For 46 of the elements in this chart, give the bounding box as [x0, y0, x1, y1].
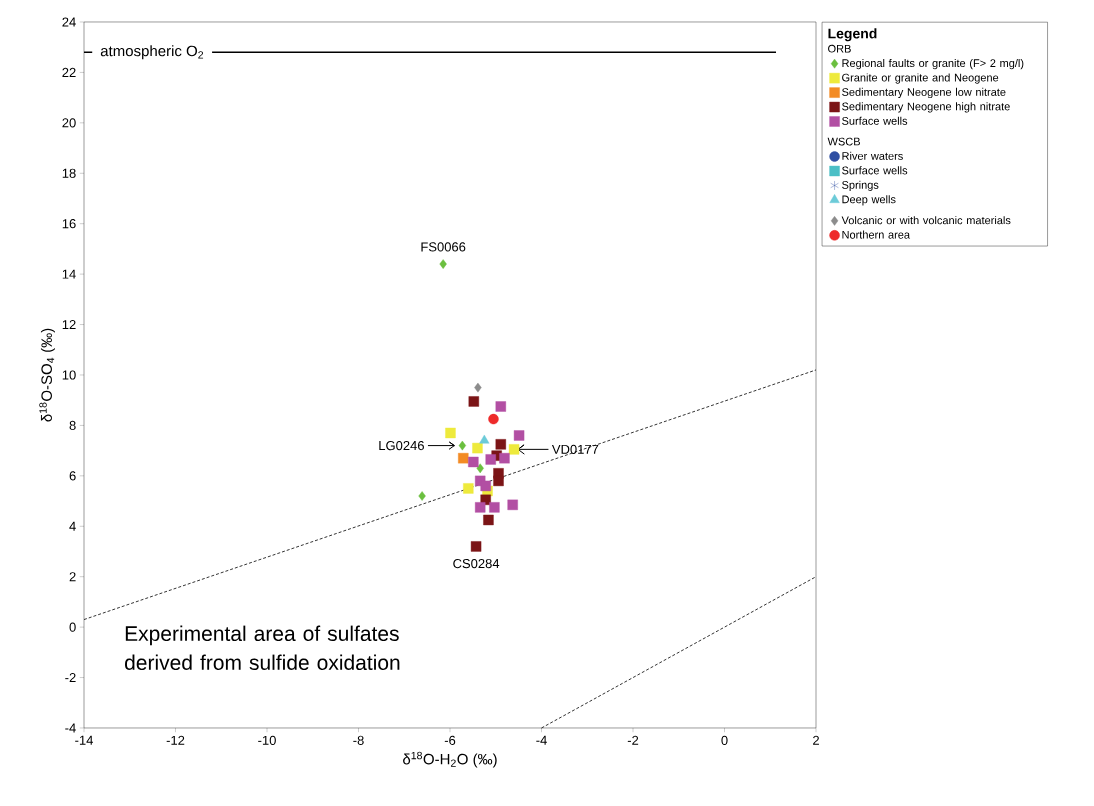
- x-tick-label: -10: [258, 735, 276, 745]
- x-tick-label: -8: [353, 735, 364, 745]
- text: ORB: [828, 44, 851, 53]
- annotation: VD0177: [551, 444, 599, 454]
- legend-label: Sedimentary Neogene low nitrate: [842, 87, 1006, 99]
- y-tick-label: 8: [69, 420, 76, 431]
- y-tick-label: 4: [69, 521, 76, 531]
- legend-label: Deep wells: [842, 195, 896, 206]
- annotation: CS0284: [453, 558, 500, 569]
- y-tick-label: 10: [62, 370, 76, 380]
- y-tick-label: -4: [65, 723, 76, 733]
- legend-label: Volcanic or with volcanic materials: [841, 216, 1011, 225]
- x-tick-label: 2: [813, 735, 819, 745]
- y-tick-label: 2: [69, 572, 76, 582]
- legend-label: Surface wells: [842, 116, 908, 125]
- legend-label: Regional faults or granite (F> 2 mg/l): [842, 58, 1024, 70]
- y-tick-label: 6: [69, 471, 76, 481]
- y-tick-label: 0: [69, 622, 76, 632]
- legend-label: Northern area: [842, 230, 911, 239]
- legend-label: Springs: [842, 180, 879, 191]
- annotation: LG0246: [379, 440, 424, 451]
- y-axis-title: δ$^{18}$O-SO$_{4}$ (‰): [39, 328, 55, 422]
- x-tick-label: 0: [721, 735, 728, 745]
- x-tick-label: -6: [444, 735, 456, 745]
- y-tick-label: 24: [62, 17, 76, 27]
- annotation: Experimental area of sulfates derived from sulfide oxidation: [125, 625, 400, 671]
- legend-label: Granite or granite and Neogene: [842, 73, 999, 84]
- y-tick-label: 20: [62, 118, 76, 128]
- legend-label: Surface wells: [842, 166, 908, 175]
- annotation: FS0066: [421, 242, 466, 252]
- y-tick-label: 14: [62, 269, 76, 279]
- ref-line-label: atmospheric O$_{2}$: [100, 45, 204, 60]
- x-tick-label: -12: [166, 735, 185, 745]
- x-tick-label: -2: [627, 735, 639, 745]
- y-tick-label: 18: [62, 168, 76, 178]
- legend-label: River waters: [842, 151, 903, 160]
- y-tick-label: 16: [62, 219, 76, 229]
- y-tick-label: 22: [62, 67, 76, 77]
- y-tick-label: 12: [62, 320, 76, 330]
- x-tick-label: -14: [75, 735, 94, 745]
- text: WSCB: [827, 137, 860, 146]
- y-tick-label: -2: [65, 673, 76, 683]
- legend-label: Sedimentary Neogene high nitrate: [842, 102, 1010, 113]
- legend-title: Legend: [828, 28, 877, 42]
- x-axis-title: δ$^{18}$O-H$_{2}$O (‰): [403, 751, 497, 768]
- x-tick-label: -4: [536, 735, 547, 745]
